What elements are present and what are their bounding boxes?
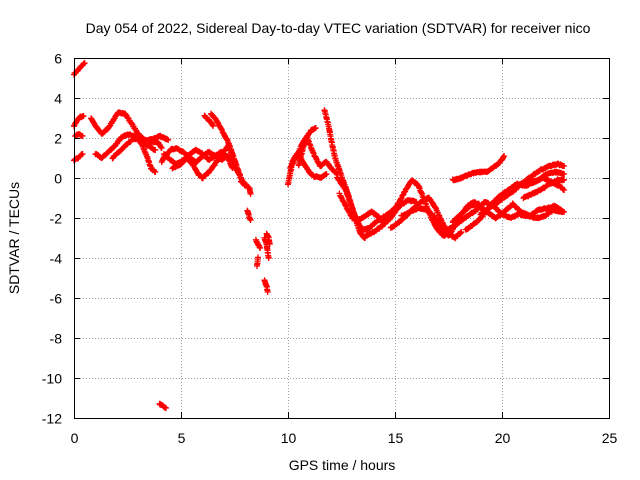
data-track <box>520 176 568 202</box>
data-point-markers <box>362 177 454 240</box>
data-track <box>201 112 217 129</box>
grid-lines <box>74 58 609 418</box>
data-point-markers <box>520 176 568 202</box>
data-point-markers <box>263 230 273 247</box>
data-track <box>295 134 341 177</box>
y-tick-label: 0 <box>54 171 62 187</box>
data-point-markers <box>135 132 172 146</box>
data-track <box>449 153 508 184</box>
data-track <box>169 142 236 182</box>
y-tick-label: 2 <box>54 131 62 147</box>
data-track <box>71 60 88 78</box>
data-point-markers <box>71 60 88 78</box>
y-axis-label: SDTVAR / TECUs <box>6 182 22 294</box>
x-tick-label: 15 <box>388 430 404 446</box>
x-tick-label: 25 <box>602 430 618 446</box>
data-track <box>261 234 272 261</box>
data-point-markers <box>71 151 86 164</box>
data-track <box>237 178 254 197</box>
data-point-markers <box>71 113 87 130</box>
data-point-markers <box>72 131 86 140</box>
data-track <box>244 207 254 223</box>
data-track <box>449 200 568 226</box>
data-track <box>285 150 330 188</box>
data-point-markers <box>254 254 261 269</box>
data-point-markers <box>509 168 568 191</box>
data-track <box>135 132 172 146</box>
chart-title: Day 054 of 2022, Sidereal Day-to-day VTE… <box>86 20 591 36</box>
y-tick-label: -12 <box>42 411 62 427</box>
data-point-markers <box>261 234 272 261</box>
y-tick-label: -2 <box>50 211 63 227</box>
data-point-markers <box>244 207 254 223</box>
x-axis-ticks: 0 5 10 15 20 25 <box>71 58 618 446</box>
data-point-markers <box>261 277 271 295</box>
y-tick-label: -6 <box>50 291 63 307</box>
data-track <box>71 113 87 130</box>
y-tick-label: 6 <box>54 51 62 67</box>
data-point-markers <box>252 236 264 251</box>
data-point-markers <box>449 153 508 184</box>
data-point-markers <box>208 110 244 181</box>
y-tick-label: -10 <box>42 371 62 387</box>
data-point-markers <box>295 134 341 177</box>
data-track <box>254 254 261 269</box>
data-points <box>71 60 568 411</box>
x-tick-label: 10 <box>281 430 297 446</box>
y-tick-label: -8 <box>50 331 63 347</box>
data-track <box>509 168 568 191</box>
data-track <box>72 131 86 140</box>
data-point-markers <box>201 112 217 129</box>
y-tick-label: 4 <box>54 91 62 107</box>
data-track <box>156 400 169 411</box>
data-point-markers <box>169 142 236 182</box>
data-point-markers <box>449 200 568 226</box>
y-axis-ticks: 6 4 2 0 -2 -4 -6 -8 -10 -12 <box>42 51 609 427</box>
data-track <box>252 236 264 251</box>
data-track <box>263 230 273 247</box>
data-track <box>362 177 454 240</box>
x-tick-label: 5 <box>178 430 186 446</box>
data-point-markers <box>156 400 169 411</box>
plot-frame <box>74 58 610 419</box>
data-point-markers <box>237 178 254 197</box>
y-tick-label: -4 <box>50 251 63 267</box>
data-track <box>208 110 244 181</box>
x-tick-label: 20 <box>495 430 511 446</box>
data-point-markers <box>285 150 330 188</box>
data-track <box>261 277 271 295</box>
x-axis-label: GPS time / hours <box>289 457 396 473</box>
x-tick-label: 0 <box>71 430 79 446</box>
data-track <box>71 151 86 164</box>
